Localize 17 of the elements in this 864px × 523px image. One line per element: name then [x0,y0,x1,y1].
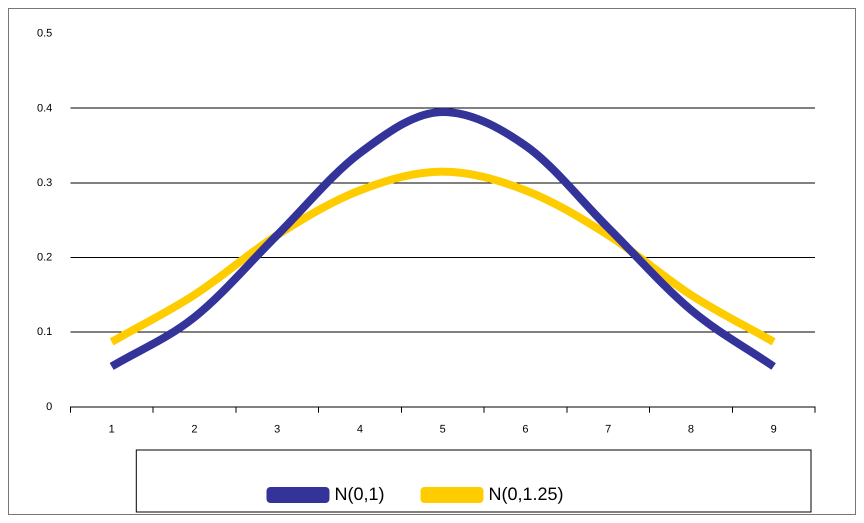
x-tick-label: 4 [356,423,363,436]
x-tick-label: 7 [605,423,612,436]
y-tick-label: 0.4 [36,102,52,114]
y-tick-label: 0.1 [36,326,52,338]
x-tick-label: 9 [770,423,777,436]
legend-label: N(0,1) [334,484,384,504]
x-tick-label: 1 [108,423,115,436]
y-tick-label: 0 [46,400,52,413]
x-tick-label: 8 [688,423,694,436]
x-tick-label: 5 [440,423,446,436]
legend-label: N(0,1.25) [488,484,564,504]
x-tick-label: 3 [274,423,280,436]
x-tick-label: 2 [191,423,198,436]
x-tick-label: 6 [522,423,528,436]
y-tick-label: 0.3 [36,176,52,189]
y-tick-label: 0.2 [36,252,52,264]
y-tick-label: 0.5 [36,28,52,40]
